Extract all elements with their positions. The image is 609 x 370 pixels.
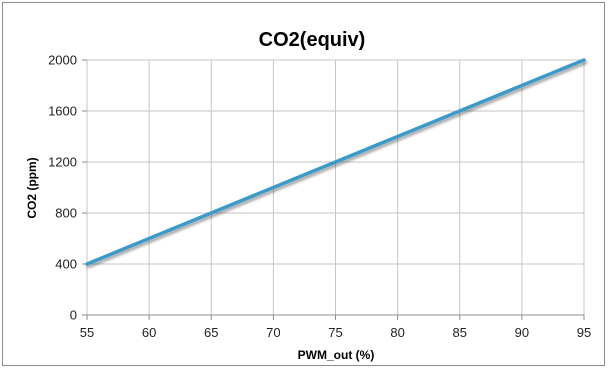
x-tick-label: 80: [390, 325, 404, 340]
x-tick-label: 65: [204, 325, 218, 340]
y-tick-label: 1600: [48, 104, 77, 119]
x-tick-label: 70: [266, 325, 280, 340]
grid: [82, 59, 585, 320]
y-tick-labels: 0 400 800 1200 1600 2000: [48, 53, 77, 323]
y-tick-label: 1200: [48, 155, 77, 170]
x-tick-label: 85: [453, 325, 467, 340]
series-layer: [85, 58, 586, 266]
series-line: [85, 58, 586, 266]
y-tick-label: 2000: [48, 53, 77, 68]
x-axis-label: PWM_out (%): [298, 348, 375, 362]
y-tick-label: 800: [55, 206, 77, 221]
x-tick-label: 55: [80, 325, 94, 340]
chart-frame: [2, 2, 605, 366]
x-tick-label: 90: [515, 325, 529, 340]
y-tick-label: 400: [55, 257, 77, 272]
x-tick-label: 95: [577, 325, 591, 340]
x-tick-labels: 55 60 65 70 75 80 85 90 95: [80, 325, 591, 340]
x-tick-label: 75: [328, 325, 342, 340]
y-tick-label: 0: [70, 308, 77, 323]
x-tick-label: 60: [142, 325, 156, 340]
y-axis-label: CO2 (ppm): [25, 157, 39, 218]
chart-title: CO2(equiv): [259, 29, 366, 51]
